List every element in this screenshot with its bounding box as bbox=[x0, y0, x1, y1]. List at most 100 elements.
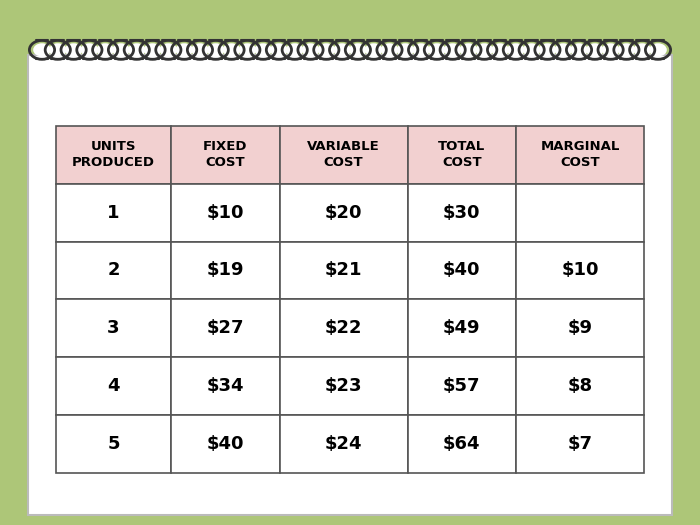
Circle shape bbox=[365, 43, 382, 57]
Circle shape bbox=[191, 43, 209, 57]
FancyBboxPatch shape bbox=[56, 184, 171, 242]
Text: $57: $57 bbox=[443, 377, 481, 395]
FancyBboxPatch shape bbox=[171, 357, 280, 415]
Circle shape bbox=[33, 43, 51, 57]
Circle shape bbox=[444, 43, 461, 57]
FancyBboxPatch shape bbox=[407, 357, 516, 415]
Text: MARGINAL
COST: MARGINAL COST bbox=[540, 140, 620, 170]
Text: 3: 3 bbox=[107, 319, 120, 337]
Circle shape bbox=[475, 43, 493, 57]
FancyBboxPatch shape bbox=[280, 184, 407, 242]
Circle shape bbox=[412, 43, 430, 57]
Text: $9: $9 bbox=[568, 319, 593, 337]
FancyBboxPatch shape bbox=[56, 357, 171, 415]
Circle shape bbox=[80, 43, 98, 57]
Text: $30: $30 bbox=[443, 204, 481, 222]
FancyBboxPatch shape bbox=[516, 126, 644, 184]
FancyBboxPatch shape bbox=[407, 299, 516, 357]
Text: TOTAL
COST: TOTAL COST bbox=[438, 140, 486, 170]
FancyBboxPatch shape bbox=[280, 357, 407, 415]
Text: $24: $24 bbox=[325, 435, 363, 453]
Circle shape bbox=[302, 43, 319, 57]
Circle shape bbox=[460, 43, 477, 57]
Text: $8: $8 bbox=[568, 377, 593, 395]
FancyBboxPatch shape bbox=[516, 184, 644, 242]
FancyBboxPatch shape bbox=[171, 299, 280, 357]
Text: 2: 2 bbox=[107, 261, 120, 279]
Circle shape bbox=[507, 43, 525, 57]
Text: $22: $22 bbox=[325, 319, 363, 337]
Circle shape bbox=[112, 43, 130, 57]
FancyBboxPatch shape bbox=[56, 415, 171, 472]
FancyBboxPatch shape bbox=[516, 242, 644, 299]
Text: $10: $10 bbox=[206, 204, 244, 222]
Circle shape bbox=[649, 43, 667, 57]
FancyBboxPatch shape bbox=[28, 55, 672, 514]
Circle shape bbox=[396, 43, 414, 57]
Circle shape bbox=[239, 43, 256, 57]
Circle shape bbox=[349, 43, 367, 57]
Circle shape bbox=[491, 43, 509, 57]
Circle shape bbox=[381, 43, 398, 57]
FancyBboxPatch shape bbox=[280, 299, 407, 357]
Circle shape bbox=[128, 43, 146, 57]
FancyBboxPatch shape bbox=[516, 415, 644, 472]
FancyBboxPatch shape bbox=[171, 184, 280, 242]
FancyBboxPatch shape bbox=[56, 242, 171, 299]
FancyBboxPatch shape bbox=[407, 415, 516, 472]
Circle shape bbox=[270, 43, 288, 57]
Text: 1: 1 bbox=[107, 204, 120, 222]
Text: $64: $64 bbox=[443, 435, 481, 453]
Circle shape bbox=[144, 43, 162, 57]
FancyBboxPatch shape bbox=[280, 242, 407, 299]
Circle shape bbox=[634, 43, 651, 57]
Circle shape bbox=[617, 43, 635, 57]
FancyBboxPatch shape bbox=[280, 415, 407, 472]
Circle shape bbox=[223, 43, 240, 57]
Text: VARIABLE
COST: VARIABLE COST bbox=[307, 140, 380, 170]
Circle shape bbox=[65, 43, 83, 57]
Text: 4: 4 bbox=[107, 377, 120, 395]
Text: $10: $10 bbox=[561, 261, 598, 279]
FancyBboxPatch shape bbox=[516, 357, 644, 415]
Circle shape bbox=[428, 43, 446, 57]
FancyBboxPatch shape bbox=[407, 184, 516, 242]
Text: $23: $23 bbox=[325, 377, 363, 395]
FancyBboxPatch shape bbox=[407, 242, 516, 299]
Text: UNITS
PRODUCED: UNITS PRODUCED bbox=[72, 140, 155, 170]
Circle shape bbox=[602, 43, 620, 57]
FancyBboxPatch shape bbox=[407, 126, 516, 184]
Text: $7: $7 bbox=[568, 435, 593, 453]
Text: 5: 5 bbox=[107, 435, 120, 453]
FancyBboxPatch shape bbox=[56, 299, 171, 357]
Circle shape bbox=[49, 43, 66, 57]
Circle shape bbox=[175, 43, 193, 57]
Text: $21: $21 bbox=[325, 261, 363, 279]
FancyBboxPatch shape bbox=[171, 126, 280, 184]
FancyBboxPatch shape bbox=[516, 299, 644, 357]
Circle shape bbox=[538, 43, 557, 57]
Circle shape bbox=[254, 43, 272, 57]
Text: $20: $20 bbox=[325, 204, 363, 222]
FancyBboxPatch shape bbox=[280, 126, 407, 184]
Circle shape bbox=[207, 43, 225, 57]
Text: $19: $19 bbox=[206, 261, 244, 279]
Text: $40: $40 bbox=[443, 261, 481, 279]
Circle shape bbox=[554, 43, 572, 57]
Text: FIXED
COST: FIXED COST bbox=[203, 140, 248, 170]
Circle shape bbox=[586, 43, 603, 57]
Text: $40: $40 bbox=[206, 435, 244, 453]
Circle shape bbox=[318, 43, 335, 57]
FancyBboxPatch shape bbox=[171, 242, 280, 299]
FancyBboxPatch shape bbox=[171, 415, 280, 472]
Text: $49: $49 bbox=[443, 319, 481, 337]
Text: $34: $34 bbox=[206, 377, 244, 395]
Text: $27: $27 bbox=[206, 319, 244, 337]
FancyBboxPatch shape bbox=[56, 126, 171, 184]
Circle shape bbox=[570, 43, 588, 57]
Circle shape bbox=[333, 43, 351, 57]
Circle shape bbox=[523, 43, 540, 57]
Circle shape bbox=[97, 43, 114, 57]
Circle shape bbox=[160, 43, 177, 57]
Circle shape bbox=[286, 43, 304, 57]
